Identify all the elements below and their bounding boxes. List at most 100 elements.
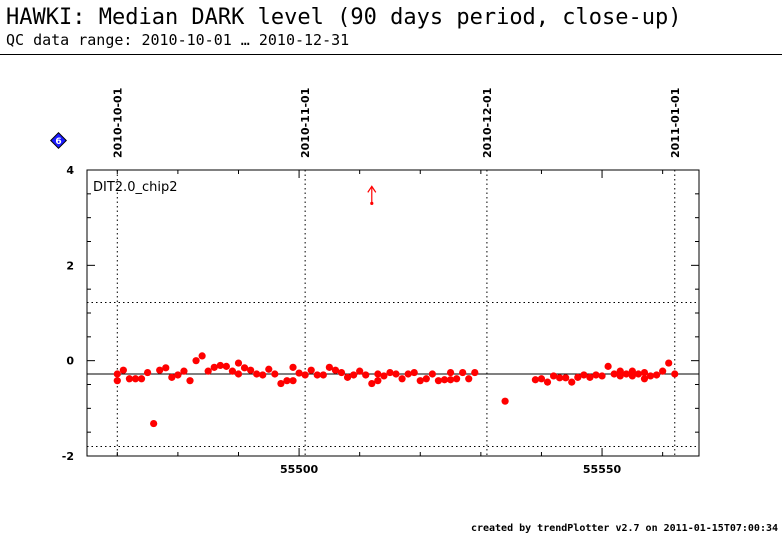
- data-point: [604, 362, 612, 370]
- data-point: [398, 375, 406, 383]
- data-point: [277, 379, 285, 388]
- data-point: [549, 372, 558, 380]
- x-tick-label: 55550: [583, 463, 622, 476]
- data-point: [580, 371, 588, 379]
- data-point: [628, 372, 636, 380]
- data-point: [289, 377, 297, 385]
- y-tick-label: 0: [66, 355, 74, 368]
- data-point: [331, 366, 340, 374]
- data-point: [622, 370, 630, 378]
- data-point: [271, 370, 279, 378]
- data-point: [356, 367, 364, 375]
- data-point: [543, 378, 552, 386]
- data-point: [646, 372, 655, 380]
- data-point: [289, 363, 297, 371]
- data-point: [671, 370, 679, 378]
- data-point: [501, 397, 509, 405]
- data-point: [192, 357, 200, 365]
- data-point: [416, 377, 424, 385]
- data-points: [113, 352, 679, 428]
- data-point: [343, 373, 352, 381]
- qc-data-range: QC data range: 2010-10-01 … 2010-12-31: [6, 31, 350, 49]
- data-point: [362, 371, 370, 379]
- date-label: 2010-10-01: [111, 88, 124, 158]
- data-point: [247, 366, 255, 374]
- outlier-arrow: [367, 185, 377, 205]
- badge-label: 6: [55, 137, 61, 147]
- data-point: [616, 367, 624, 375]
- data-point: [259, 371, 267, 379]
- data-point: [592, 371, 600, 379]
- data-point: [586, 373, 594, 381]
- grid-lines: 2010-10-01 2010-11-01 2010-12-01 2011-01-01: [111, 88, 682, 456]
- data-point: [556, 374, 564, 382]
- data-point: [240, 364, 249, 372]
- blue-diamond-icon[interactable]: 6: [50, 132, 67, 149]
- date-label: 2010-12-01: [481, 88, 494, 158]
- data-point: [228, 367, 237, 375]
- data-point: [634, 370, 643, 378]
- data-point: [301, 371, 309, 379]
- data-point: [319, 371, 327, 379]
- data-point: [428, 370, 436, 378]
- data-point: [598, 372, 606, 380]
- data-point: [150, 419, 158, 428]
- data-point: [410, 368, 418, 377]
- data-point: [143, 368, 152, 377]
- data-point: [380, 372, 388, 380]
- data-point: [113, 377, 121, 385]
- data-point: [204, 367, 212, 375]
- y-tick-label: -2: [62, 450, 74, 463]
- plot-area: [86, 169, 700, 457]
- data-point: [295, 369, 303, 377]
- data-point: [531, 376, 539, 384]
- data-point: [640, 375, 649, 383]
- x-tick-label: 55500: [280, 463, 319, 476]
- y-tick-label: 4: [66, 164, 74, 177]
- data-point: [537, 375, 546, 383]
- data-point: [350, 371, 358, 379]
- data-point: [265, 365, 273, 373]
- data-point: [640, 368, 649, 377]
- data-point: [156, 366, 164, 374]
- data-point: [234, 359, 243, 367]
- data-point: [113, 370, 121, 378]
- data-point: [652, 371, 661, 379]
- data-point: [119, 366, 127, 374]
- data-point: [610, 370, 618, 378]
- data-point: [446, 376, 455, 384]
- data-point: [137, 375, 146, 383]
- panel-label: DIT2.0_chip2: [93, 180, 177, 195]
- data-point: [222, 362, 230, 370]
- data-point: [325, 363, 333, 371]
- data-point: [465, 375, 473, 383]
- footer-credit: created by trendPlotter v2.7 on 2011-01-…: [470, 523, 778, 534]
- data-point: [471, 368, 479, 377]
- outlier-arrow-head: [367, 185, 377, 193]
- data-point: [386, 368, 394, 377]
- data-point: [374, 377, 382, 385]
- data-point: [186, 377, 194, 385]
- data-point: [392, 370, 400, 378]
- date-label: 2011-01-01: [669, 88, 682, 158]
- data-point: [313, 371, 321, 379]
- data-point: [368, 379, 376, 388]
- data-point: [337, 368, 346, 377]
- date-label: 2010-11-01: [299, 88, 312, 158]
- data-point: [174, 371, 182, 379]
- data-point: [253, 370, 261, 378]
- data-point: [283, 377, 291, 385]
- data-point: [574, 373, 582, 381]
- y-tick-label: 2: [66, 259, 74, 272]
- data-point: [422, 375, 430, 383]
- page-title: HAWKI: Median DARK level (90 days period…: [6, 5, 682, 30]
- data-point: [453, 375, 461, 383]
- data-point: [162, 364, 170, 372]
- data-point: [404, 370, 412, 378]
- data-point: [434, 377, 443, 385]
- data-point: [234, 370, 243, 378]
- data-point: [446, 368, 455, 377]
- data-point: [568, 378, 576, 386]
- data-point: [659, 367, 667, 375]
